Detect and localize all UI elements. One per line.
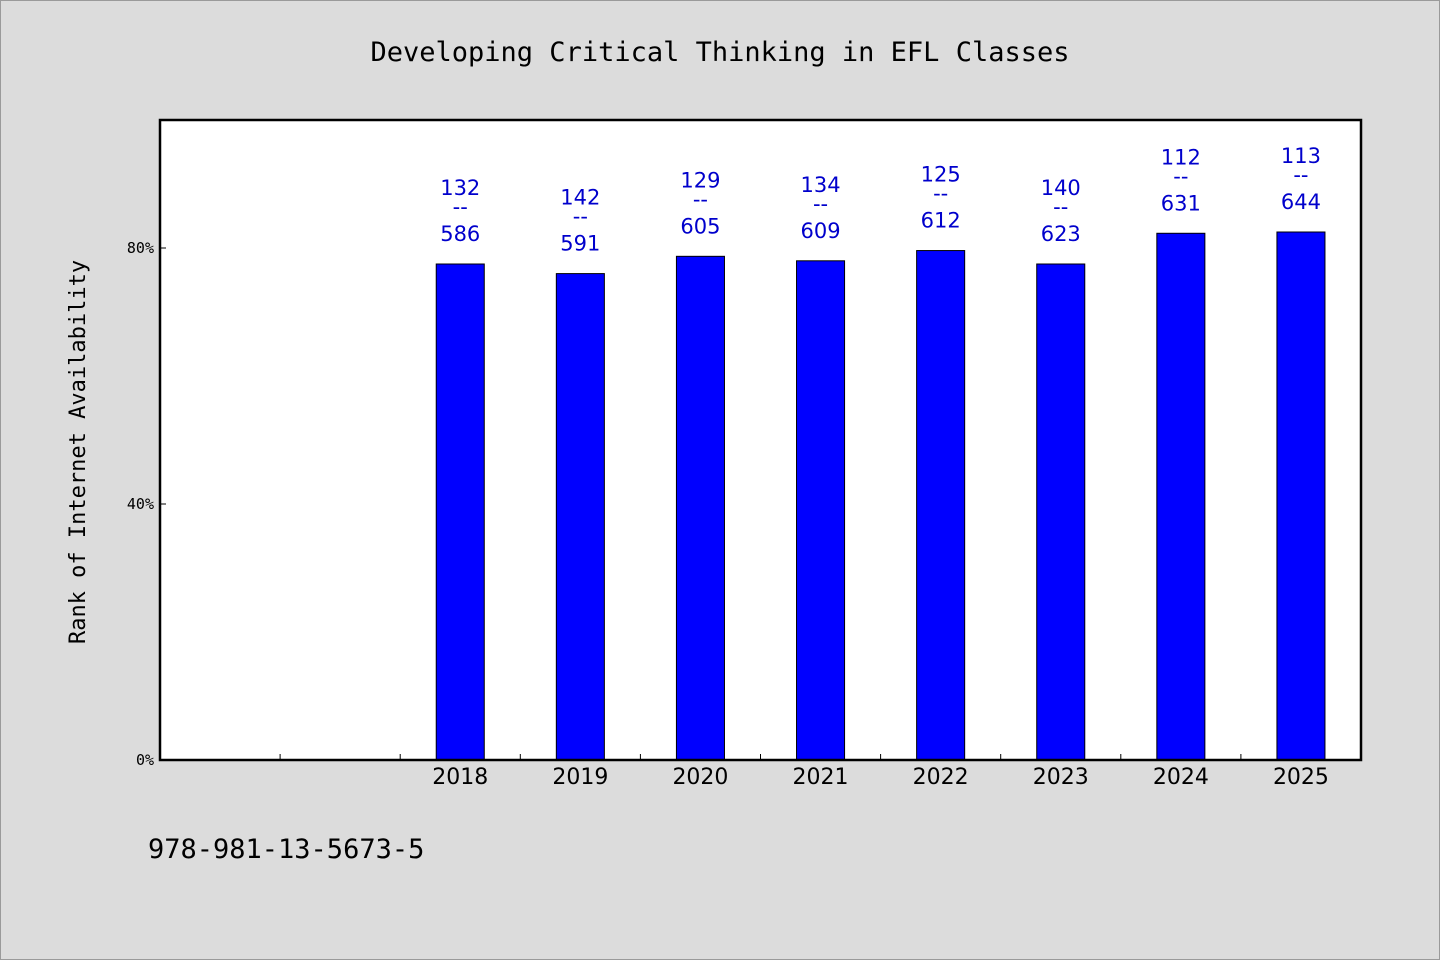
data-label-2018-3: 586 bbox=[440, 222, 480, 246]
chart-title: Developing Critical Thinking in EFL Clas… bbox=[371, 37, 1070, 68]
x-tick-label-2023: 2023 bbox=[1033, 765, 1089, 790]
x-tick-label-2020: 2020 bbox=[672, 765, 728, 790]
data-label-2022-1: 125 bbox=[921, 163, 961, 187]
bar-2023 bbox=[1036, 263, 1086, 761]
data-label-2025-2: -- bbox=[1293, 163, 1308, 187]
data-label-2018-1: 132 bbox=[440, 176, 480, 200]
data-label-2021-2: -- bbox=[813, 192, 828, 216]
bar-2022 bbox=[916, 250, 966, 761]
data-label-2023-1: 140 bbox=[1041, 176, 1081, 200]
data-label-2025-1: 113 bbox=[1281, 144, 1321, 168]
x-tick-label-2021: 2021 bbox=[793, 765, 849, 790]
data-label-2024-1: 112 bbox=[1161, 145, 1201, 169]
data-label-2020-1: 129 bbox=[680, 168, 720, 192]
y-axis-label: Rank of Internet Availability bbox=[66, 260, 91, 644]
y-tick-label-80: 80% bbox=[127, 239, 154, 257]
data-label-2019-1: 142 bbox=[560, 186, 600, 210]
data-label-2024-2: -- bbox=[1173, 164, 1188, 188]
x-tick-label-2019: 2019 bbox=[552, 765, 608, 790]
x-tick-label-2018: 2018 bbox=[432, 765, 488, 790]
bar-2021 bbox=[796, 260, 846, 761]
data-label-2019-2: -- bbox=[573, 205, 588, 229]
plot-frame bbox=[158, 118, 1363, 762]
data-label-2021-3: 609 bbox=[801, 219, 841, 243]
isbn-label: 978-981-13-5673-5 bbox=[148, 834, 425, 865]
bar-2025 bbox=[1276, 231, 1326, 761]
bar-2020 bbox=[675, 255, 725, 761]
data-label-2022-3: 612 bbox=[921, 209, 961, 233]
data-label-2023-2: -- bbox=[1053, 195, 1068, 219]
data-label-2025-3: 644 bbox=[1281, 190, 1321, 214]
y-tick-label-40: 40% bbox=[127, 495, 154, 513]
bar-2019 bbox=[555, 273, 605, 761]
bar-2024 bbox=[1156, 232, 1206, 761]
data-label-2020-2: -- bbox=[693, 187, 708, 211]
data-label-2023-3: 623 bbox=[1041, 222, 1081, 246]
data-label-2024-3: 631 bbox=[1161, 191, 1201, 215]
data-label-2022-2: -- bbox=[933, 182, 948, 206]
y-tick-label-0: 0% bbox=[136, 751, 154, 769]
data-label-2021-1: 134 bbox=[801, 173, 841, 197]
x-tick-label-2022: 2022 bbox=[913, 765, 969, 790]
data-label-2020-3: 605 bbox=[680, 214, 720, 238]
bar-2018 bbox=[435, 263, 485, 761]
data-label-2018-2: -- bbox=[453, 195, 468, 219]
x-tick-label-2025: 2025 bbox=[1273, 765, 1329, 790]
x-tick-label-2024: 2024 bbox=[1153, 765, 1209, 790]
data-label-2019-3: 591 bbox=[560, 232, 600, 256]
